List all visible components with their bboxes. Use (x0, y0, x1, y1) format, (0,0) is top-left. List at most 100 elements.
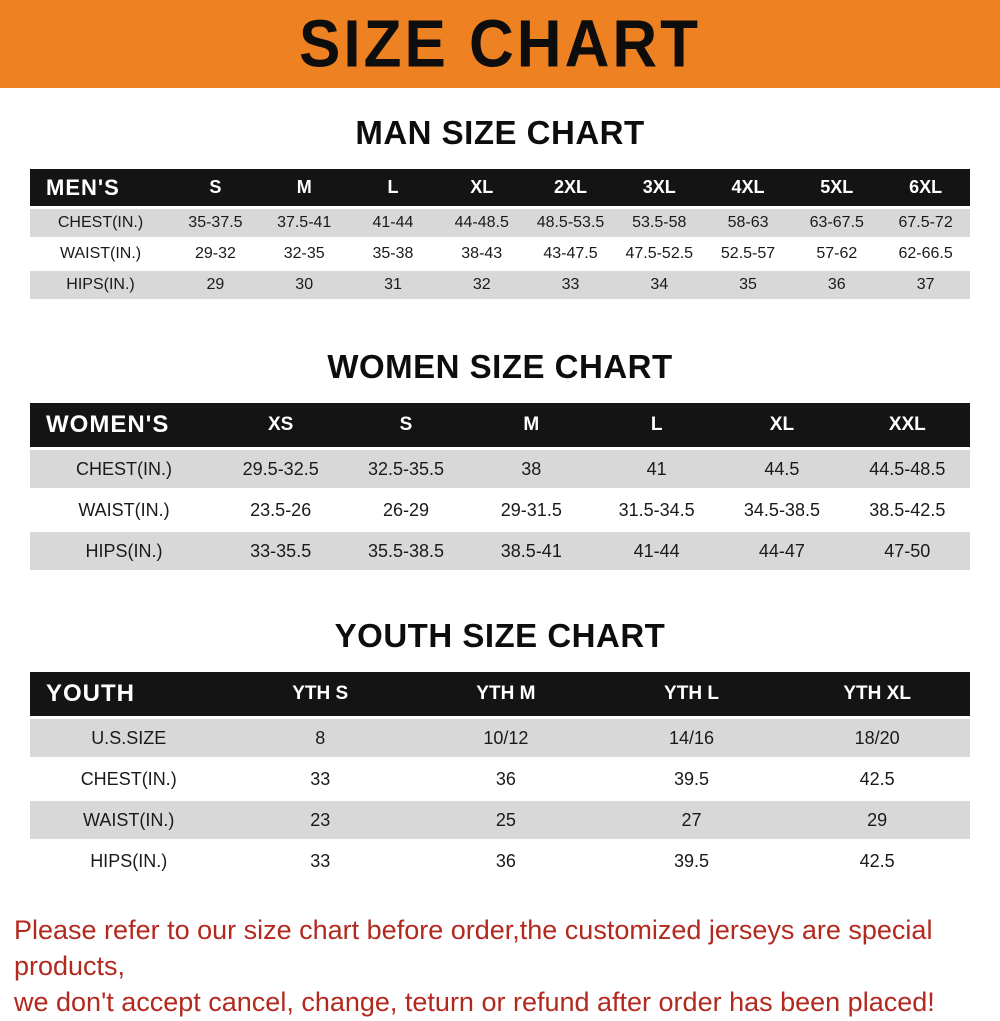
measurement-label-cell: HIPS(IN.) (30, 271, 172, 299)
banner-title: SIZE CHART (299, 6, 701, 82)
measurement-label-cell: WAIST(IN.) (30, 491, 219, 529)
table-title-cell: WOMEN'S (30, 403, 219, 447)
measurement-value-cell: 36 (413, 760, 599, 798)
size-column-header: M (468, 403, 594, 447)
size-column-header: XXL (844, 403, 970, 447)
measurement-value-cell: 30 (259, 271, 349, 299)
measurement-value-cell: 63-67.5 (792, 209, 882, 237)
measurement-value-cell: 67.5-72 (881, 209, 970, 237)
measurement-value-cell: 41-44 (593, 532, 720, 570)
table-title-cell: YOUTH (30, 672, 228, 716)
measurement-value-cell: 14/16 (598, 719, 785, 757)
measurement-value-cell: 44-47 (719, 532, 845, 570)
measurement-value-cell: 33-35.5 (218, 532, 344, 570)
women-size-heading: WOMEN SIZE CHART (327, 348, 673, 385)
table-row: CHEST(IN.) 29.5-32.5 32.5-35.5 38 41 44.5 44.5… (30, 450, 970, 488)
table-header-row: YOUTH YTH S YTH M YTH L YTH XL (30, 672, 970, 716)
size-column-header: L (348, 169, 438, 206)
table-header-row: WOMEN'S XS S M L XL XXL (30, 403, 970, 447)
measurement-value-cell: 52.5-57 (703, 240, 793, 268)
measurement-value-cell: 42.5 (784, 760, 970, 798)
measurement-value-cell: 53.5-58 (614, 209, 704, 237)
table-row: CHEST(IN.) 33 36 39.5 42.5 (30, 760, 970, 798)
measurement-value-cell: 39.5 (598, 842, 785, 880)
measurement-value-cell: 25 (413, 801, 599, 839)
measurement-value-cell: 47.5-52.5 (614, 240, 704, 268)
size-column-header: 4XL (703, 169, 793, 206)
man-size-section: MAN SIZE CHART MEN'S S M L XL 2XL 3XL 4XL 5XL 6XL… (0, 114, 1000, 302)
table-header-row: MEN'S S M L XL 2XL 3XL 4XL 5XL 6XL (30, 169, 970, 206)
measurement-value-cell: 33 (227, 760, 414, 798)
table-row: WAIST(IN.) 23 25 27 29 (30, 801, 970, 839)
measurement-value-cell: 31.5-34.5 (593, 491, 720, 529)
size-column-header: L (593, 403, 720, 447)
measurement-value-cell: 42.5 (784, 842, 970, 880)
measurement-value-cell: 29-32 (171, 240, 260, 268)
table-row: WAIST(IN.) 29-32 32-35 35-38 38-43 43-47.5 47.… (30, 240, 970, 268)
size-column-header: 2XL (526, 169, 615, 206)
measurement-value-cell: 41-44 (348, 209, 438, 237)
measurement-value-cell: 44-48.5 (437, 209, 527, 237)
youth-size-heading: YOUTH SIZE CHART (334, 617, 666, 654)
measurement-value-cell: 29.5-32.5 (218, 450, 344, 488)
youth-size-section: YOUTH SIZE CHART YOUTH YTH S YTH M YTH L YTH… (0, 617, 1000, 883)
table-row: CHEST(IN.) 35-37.5 37.5-41 41-44 44-48.5 48.5… (30, 209, 970, 237)
size-column-header: YTH S (227, 672, 414, 716)
table-row: HIPS(IN.) 33-35.5 35.5-38.5 38.5-41 41-44 44-… (30, 532, 970, 570)
man-size-heading: MAN SIZE CHART (355, 114, 645, 151)
measurement-label-cell: CHEST(IN.) (30, 450, 219, 488)
size-column-header: S (171, 169, 260, 206)
measurement-value-cell: 38-43 (437, 240, 527, 268)
table-row: WAIST(IN.) 23.5-26 26-29 29-31.5 31.5-34.5 34… (30, 491, 970, 529)
measurement-value-cell: 26-29 (343, 491, 469, 529)
size-column-header: 6XL (881, 169, 970, 206)
size-chart-banner: SIZE CHART (0, 0, 1000, 88)
measurement-value-cell: 38 (468, 450, 594, 488)
footer-note: Please refer to our size chart before or… (14, 913, 986, 1021)
measurement-value-cell: 18/20 (784, 719, 970, 757)
size-column-header: XL (719, 403, 845, 447)
youth-size-table: YOUTH YTH S YTH M YTH L YTH XL U.S.SIZE 8 10/12… (30, 669, 970, 883)
size-column-header: S (343, 403, 469, 447)
measurement-value-cell: 35-37.5 (171, 209, 260, 237)
measurement-value-cell: 33 (526, 271, 615, 299)
size-column-header: XS (218, 403, 344, 447)
size-column-header: YTH XL (784, 672, 970, 716)
measurement-label-cell: HIPS(IN.) (30, 842, 228, 880)
measurement-value-cell: 35 (703, 271, 793, 299)
size-column-header: XL (437, 169, 527, 206)
size-column-header: 3XL (614, 169, 704, 206)
measurement-label-cell: CHEST(IN.) (30, 760, 228, 798)
measurement-value-cell: 35-38 (348, 240, 438, 268)
measurement-value-cell: 38.5-42.5 (844, 491, 970, 529)
size-column-header: YTH M (413, 672, 599, 716)
women-size-section: WOMEN SIZE CHART WOMEN'S XS S M L XL XXL CHEST(… (0, 348, 1000, 573)
measurement-value-cell: 38.5-41 (468, 532, 594, 570)
measurement-value-cell: 23 (227, 801, 414, 839)
measurement-value-cell: 29 (171, 271, 260, 299)
table-row: HIPS(IN.) 33 36 39.5 42.5 (30, 842, 970, 880)
measurement-value-cell: 34.5-38.5 (719, 491, 845, 529)
table-row: HIPS(IN.) 29 30 31 32 33 34 35 36 37 (30, 271, 970, 299)
measurement-label-cell: U.S.SIZE (30, 719, 228, 757)
measurement-value-cell: 58-63 (703, 209, 793, 237)
measurement-value-cell: 32 (437, 271, 527, 299)
measurement-value-cell: 8 (227, 719, 414, 757)
table-row: U.S.SIZE 8 10/12 14/16 18/20 (30, 719, 970, 757)
measurement-value-cell: 10/12 (413, 719, 599, 757)
measurement-value-cell: 23.5-26 (218, 491, 344, 529)
measurement-value-cell: 43-47.5 (526, 240, 615, 268)
measurement-value-cell: 41 (593, 450, 720, 488)
mens-size-table: MEN'S S M L XL 2XL 3XL 4XL 5XL 6XL CHEST(IN.) 35-37… (30, 166, 970, 302)
measurement-value-cell: 35.5-38.5 (343, 532, 469, 570)
measurement-label-cell: HIPS(IN.) (30, 532, 219, 570)
measurement-value-cell: 31 (348, 271, 438, 299)
womens-size-table: WOMEN'S XS S M L XL XXL CHEST(IN.) 29.5-32.5 32.5… (30, 400, 970, 573)
measurement-value-cell: 47-50 (844, 532, 970, 570)
measurement-label-cell: WAIST(IN.) (30, 801, 228, 839)
measurement-value-cell: 27 (598, 801, 785, 839)
measurement-value-cell: 33 (227, 842, 414, 880)
measurement-value-cell: 34 (614, 271, 704, 299)
footer-note-line1: Please refer to our size chart before or… (14, 915, 933, 981)
